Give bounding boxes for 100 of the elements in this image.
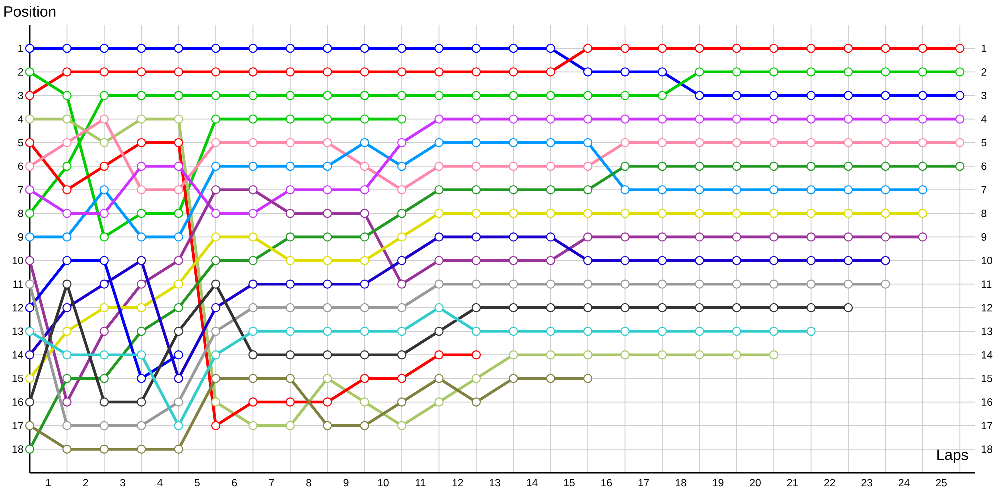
point [695, 326, 704, 336]
point [509, 326, 518, 336]
y2-tick-label: 16 [982, 398, 992, 406]
point [732, 326, 742, 336]
point [174, 444, 184, 454]
point [844, 91, 854, 100]
point [770, 44, 779, 54]
point [806, 114, 816, 124]
point [100, 350, 109, 360]
point [732, 68, 742, 77]
point [806, 209, 816, 218]
point [286, 138, 296, 148]
point [323, 185, 332, 195]
point [546, 185, 556, 195]
point [323, 232, 332, 242]
point [806, 303, 816, 313]
point [806, 91, 816, 100]
point [397, 162, 407, 172]
point [323, 68, 332, 77]
point [695, 162, 704, 172]
point [397, 374, 407, 384]
point [174, 303, 184, 313]
point [323, 256, 332, 266]
y-tick-label: 1 [18, 44, 24, 52]
point [360, 162, 370, 172]
x-tick-label: 15 [564, 479, 575, 487]
point [806, 162, 816, 172]
point [100, 44, 109, 54]
point [248, 374, 258, 384]
point [25, 374, 35, 384]
point [434, 232, 444, 242]
point [918, 138, 928, 148]
point [137, 185, 146, 195]
point [25, 280, 35, 289]
point [620, 91, 630, 100]
point [211, 209, 221, 218]
point [248, 421, 258, 430]
point [806, 256, 816, 266]
point [100, 209, 109, 218]
x-tick-label: 21 [787, 479, 798, 487]
point [286, 162, 296, 172]
point [472, 256, 482, 266]
point [137, 398, 146, 407]
point [509, 209, 518, 218]
point [100, 303, 109, 313]
point [360, 256, 370, 266]
point [323, 138, 332, 148]
point [620, 303, 630, 313]
point [732, 350, 742, 360]
point [770, 68, 779, 77]
point [174, 209, 184, 218]
point [360, 303, 370, 313]
point [770, 91, 779, 100]
point [584, 350, 593, 360]
x-tick-label: 14 [527, 479, 538, 486]
point [546, 303, 556, 313]
x-tick-label: 6 [232, 479, 238, 487]
point [360, 232, 370, 242]
point [62, 444, 72, 454]
point [397, 91, 407, 100]
point [397, 114, 407, 124]
point [546, 91, 556, 100]
point [732, 185, 742, 195]
y2-tick-label: 9 [982, 233, 987, 241]
point [881, 114, 890, 124]
y-tick-label: 3 [18, 92, 24, 100]
point [584, 68, 593, 77]
point [472, 280, 482, 289]
point [732, 91, 742, 100]
point [546, 232, 556, 242]
point [472, 138, 482, 148]
point [62, 374, 72, 384]
point [211, 280, 221, 289]
point [248, 326, 258, 336]
point [137, 68, 146, 77]
point [695, 209, 704, 218]
point [397, 138, 407, 148]
x-tick-label: 17 [638, 479, 650, 486]
point [770, 138, 779, 148]
point [286, 421, 296, 430]
point [248, 280, 258, 289]
point [546, 374, 556, 384]
point [658, 232, 668, 242]
point [546, 280, 556, 289]
point [806, 68, 816, 77]
point [956, 91, 965, 100]
point [472, 68, 482, 77]
point [323, 44, 332, 54]
point [360, 44, 370, 54]
point [881, 68, 890, 77]
point [770, 256, 779, 266]
point [100, 326, 109, 336]
point [546, 114, 556, 124]
point [844, 303, 854, 313]
x-tick-label: 25 [936, 479, 947, 487]
y-tick-label: 5 [18, 139, 24, 147]
point [174, 374, 184, 384]
point [360, 209, 370, 218]
point [286, 68, 296, 77]
point [844, 256, 854, 266]
